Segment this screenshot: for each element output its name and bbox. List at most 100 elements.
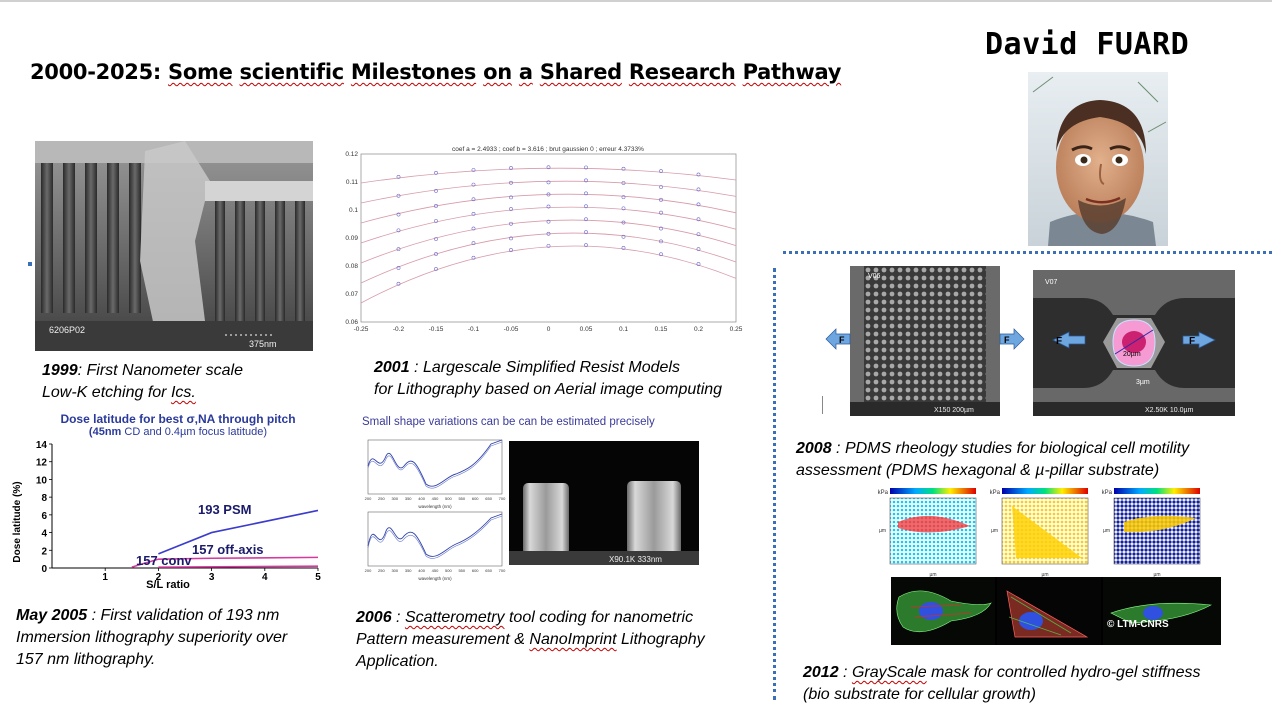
plot-marker xyxy=(696,187,701,192)
series-line-0 xyxy=(158,509,319,555)
plot-marker xyxy=(471,211,476,216)
sem-image-2006: X90.1K 333nm xyxy=(509,441,699,565)
plot-marker xyxy=(584,204,588,209)
plot-marker xyxy=(659,252,663,257)
caption-line: Largescale Simplified Resist Models xyxy=(422,359,680,376)
series-label-0: 193 PSM xyxy=(198,502,251,517)
caption-word: Ics. xyxy=(170,384,196,401)
scatt-x-tick: 600 xyxy=(472,496,479,501)
plot-x-tick: 0.05 xyxy=(580,326,593,333)
x-tick-label: 4 xyxy=(262,572,268,583)
top-border xyxy=(0,0,1272,2)
plot-marker xyxy=(696,247,701,252)
plot-marker xyxy=(584,230,588,235)
map-ylabel: µm xyxy=(991,528,998,534)
plot-marker xyxy=(659,239,663,244)
plot-marker xyxy=(396,281,401,286)
scatt-x-tick: 200 xyxy=(365,496,372,501)
plot-marker xyxy=(659,197,663,202)
dose-latitude-chart: Dose latitude for best σ,NA through pitc… xyxy=(12,412,321,591)
caption-line: Immersion lithography superiority over xyxy=(16,629,288,646)
plot-x-tick: 0.1 xyxy=(619,326,628,333)
series-label-1: 157 off-axis xyxy=(192,542,264,557)
dim-3um: 3µm xyxy=(1136,379,1150,386)
title-word: Some xyxy=(168,60,233,84)
plot-marker xyxy=(621,206,626,211)
dim-20um: 20µm xyxy=(1123,351,1141,358)
title-word: Milestones xyxy=(350,60,477,84)
caption-line: First Nanometer scale xyxy=(86,362,243,379)
y-tick-label: 10 xyxy=(36,475,48,486)
x-tick-label: 5 xyxy=(315,572,321,583)
scatt-xlabel-top: wavelength (nm) xyxy=(418,504,452,509)
caption-year: 2008 xyxy=(796,440,832,457)
force-label: F xyxy=(1004,335,1010,345)
plot-y-tick: 0.09 xyxy=(345,235,358,242)
dotted-divider-horizontal xyxy=(783,251,1272,254)
scatterometry-spectra: 200 250 300 350 400 450 500 550 600 650 700 200 250… xyxy=(365,439,506,581)
force-label: F xyxy=(1189,336,1195,347)
cell-fluorescence: © LTM-CNRS xyxy=(891,577,1221,645)
plot-marker xyxy=(621,246,626,250)
plot-marker xyxy=(471,168,476,172)
title-word: Shared xyxy=(539,60,622,84)
plot-x-tick: 0.25 xyxy=(730,326,743,333)
caption-sep: : xyxy=(838,664,852,681)
caption-line: 157 nm lithography. xyxy=(16,651,156,668)
plot-marker xyxy=(546,231,551,236)
plot-marker xyxy=(509,195,513,200)
plot-marker xyxy=(471,241,476,246)
plot-marker xyxy=(621,166,626,171)
caption-2012: 2012 : GrayScale mask for controlled hyd… xyxy=(803,662,1201,706)
plot-curve xyxy=(360,219,737,264)
plot-marker xyxy=(659,169,663,174)
caption-line: mask for controlled hydro-gel stiffness xyxy=(926,664,1201,681)
plot-marker xyxy=(434,204,438,208)
sem-2006-scale: X90.1K 333nm xyxy=(609,555,662,564)
y-tick-label: 6 xyxy=(41,511,47,522)
scatt-x-tick: 650 xyxy=(485,496,492,501)
x-tick-label: 3 xyxy=(209,572,215,583)
scatt-x-tick: 500 xyxy=(445,496,452,501)
colorbar xyxy=(890,488,976,494)
plot-x-tick: -0.25 xyxy=(354,326,369,333)
plot-marker xyxy=(659,210,663,215)
chart-subtitle: (45nm CD and 0.4µm focus latitude) xyxy=(89,426,267,438)
plot-y-tick: 0.08 xyxy=(345,263,358,270)
series-line-1 xyxy=(131,556,319,568)
caption-sep: : xyxy=(409,359,423,376)
plot-y-tick: 0.1 xyxy=(349,207,358,214)
caption-line: assessment (PDMS hexagonal & µ-pillar su… xyxy=(796,462,1160,479)
plot-marker xyxy=(546,204,551,209)
scatt-x-tick: 450 xyxy=(432,568,439,573)
scatt-x-tick: 200 xyxy=(365,568,372,573)
title-word: Pathway xyxy=(742,60,842,84)
resist-model-plot: coef a = 2.4933 ; coef b = 3.616 ; brut … xyxy=(345,146,743,333)
caption-line: Pattern measurement & xyxy=(356,631,530,648)
title-word: scientific xyxy=(239,60,345,84)
plot-marker xyxy=(546,165,551,170)
y-tick-label: 12 xyxy=(36,458,48,469)
plot-2001: coef a = 2.4933 ; coef b = 3.616 ; brut … xyxy=(336,143,746,336)
plot-marker xyxy=(434,267,438,271)
small-tick-mark xyxy=(822,396,823,414)
plot-marker xyxy=(546,219,551,224)
sem-scale-label: 375nm xyxy=(249,339,277,349)
plot-marker xyxy=(659,185,663,189)
scatt-x-tick: 250 xyxy=(378,568,385,573)
cell-region xyxy=(1012,506,1082,558)
plot-marker xyxy=(396,175,401,179)
caption-word: Scatterometry xyxy=(404,609,505,626)
chart-2005: Dose latitude for best σ,NA through pitc… xyxy=(8,410,326,592)
caption-2008: 2008 : PDMS rheology studies for biologi… xyxy=(796,438,1189,482)
plot-marker xyxy=(509,180,513,185)
plot-x-tick: -0.1 xyxy=(468,326,480,333)
plot-curve xyxy=(360,167,737,184)
force-label: F xyxy=(839,335,845,345)
stiffness-maps-2012: kPa µm µm kPa µm µm kPa µm µm xyxy=(876,488,1222,580)
chart-xlabel: S/L ratio xyxy=(146,579,190,591)
plot-marker xyxy=(509,248,513,252)
scatt-x-tick: 350 xyxy=(405,496,412,501)
sem-2008-left-code: V06 xyxy=(868,273,881,280)
y-tick-label: 4 xyxy=(41,529,47,540)
